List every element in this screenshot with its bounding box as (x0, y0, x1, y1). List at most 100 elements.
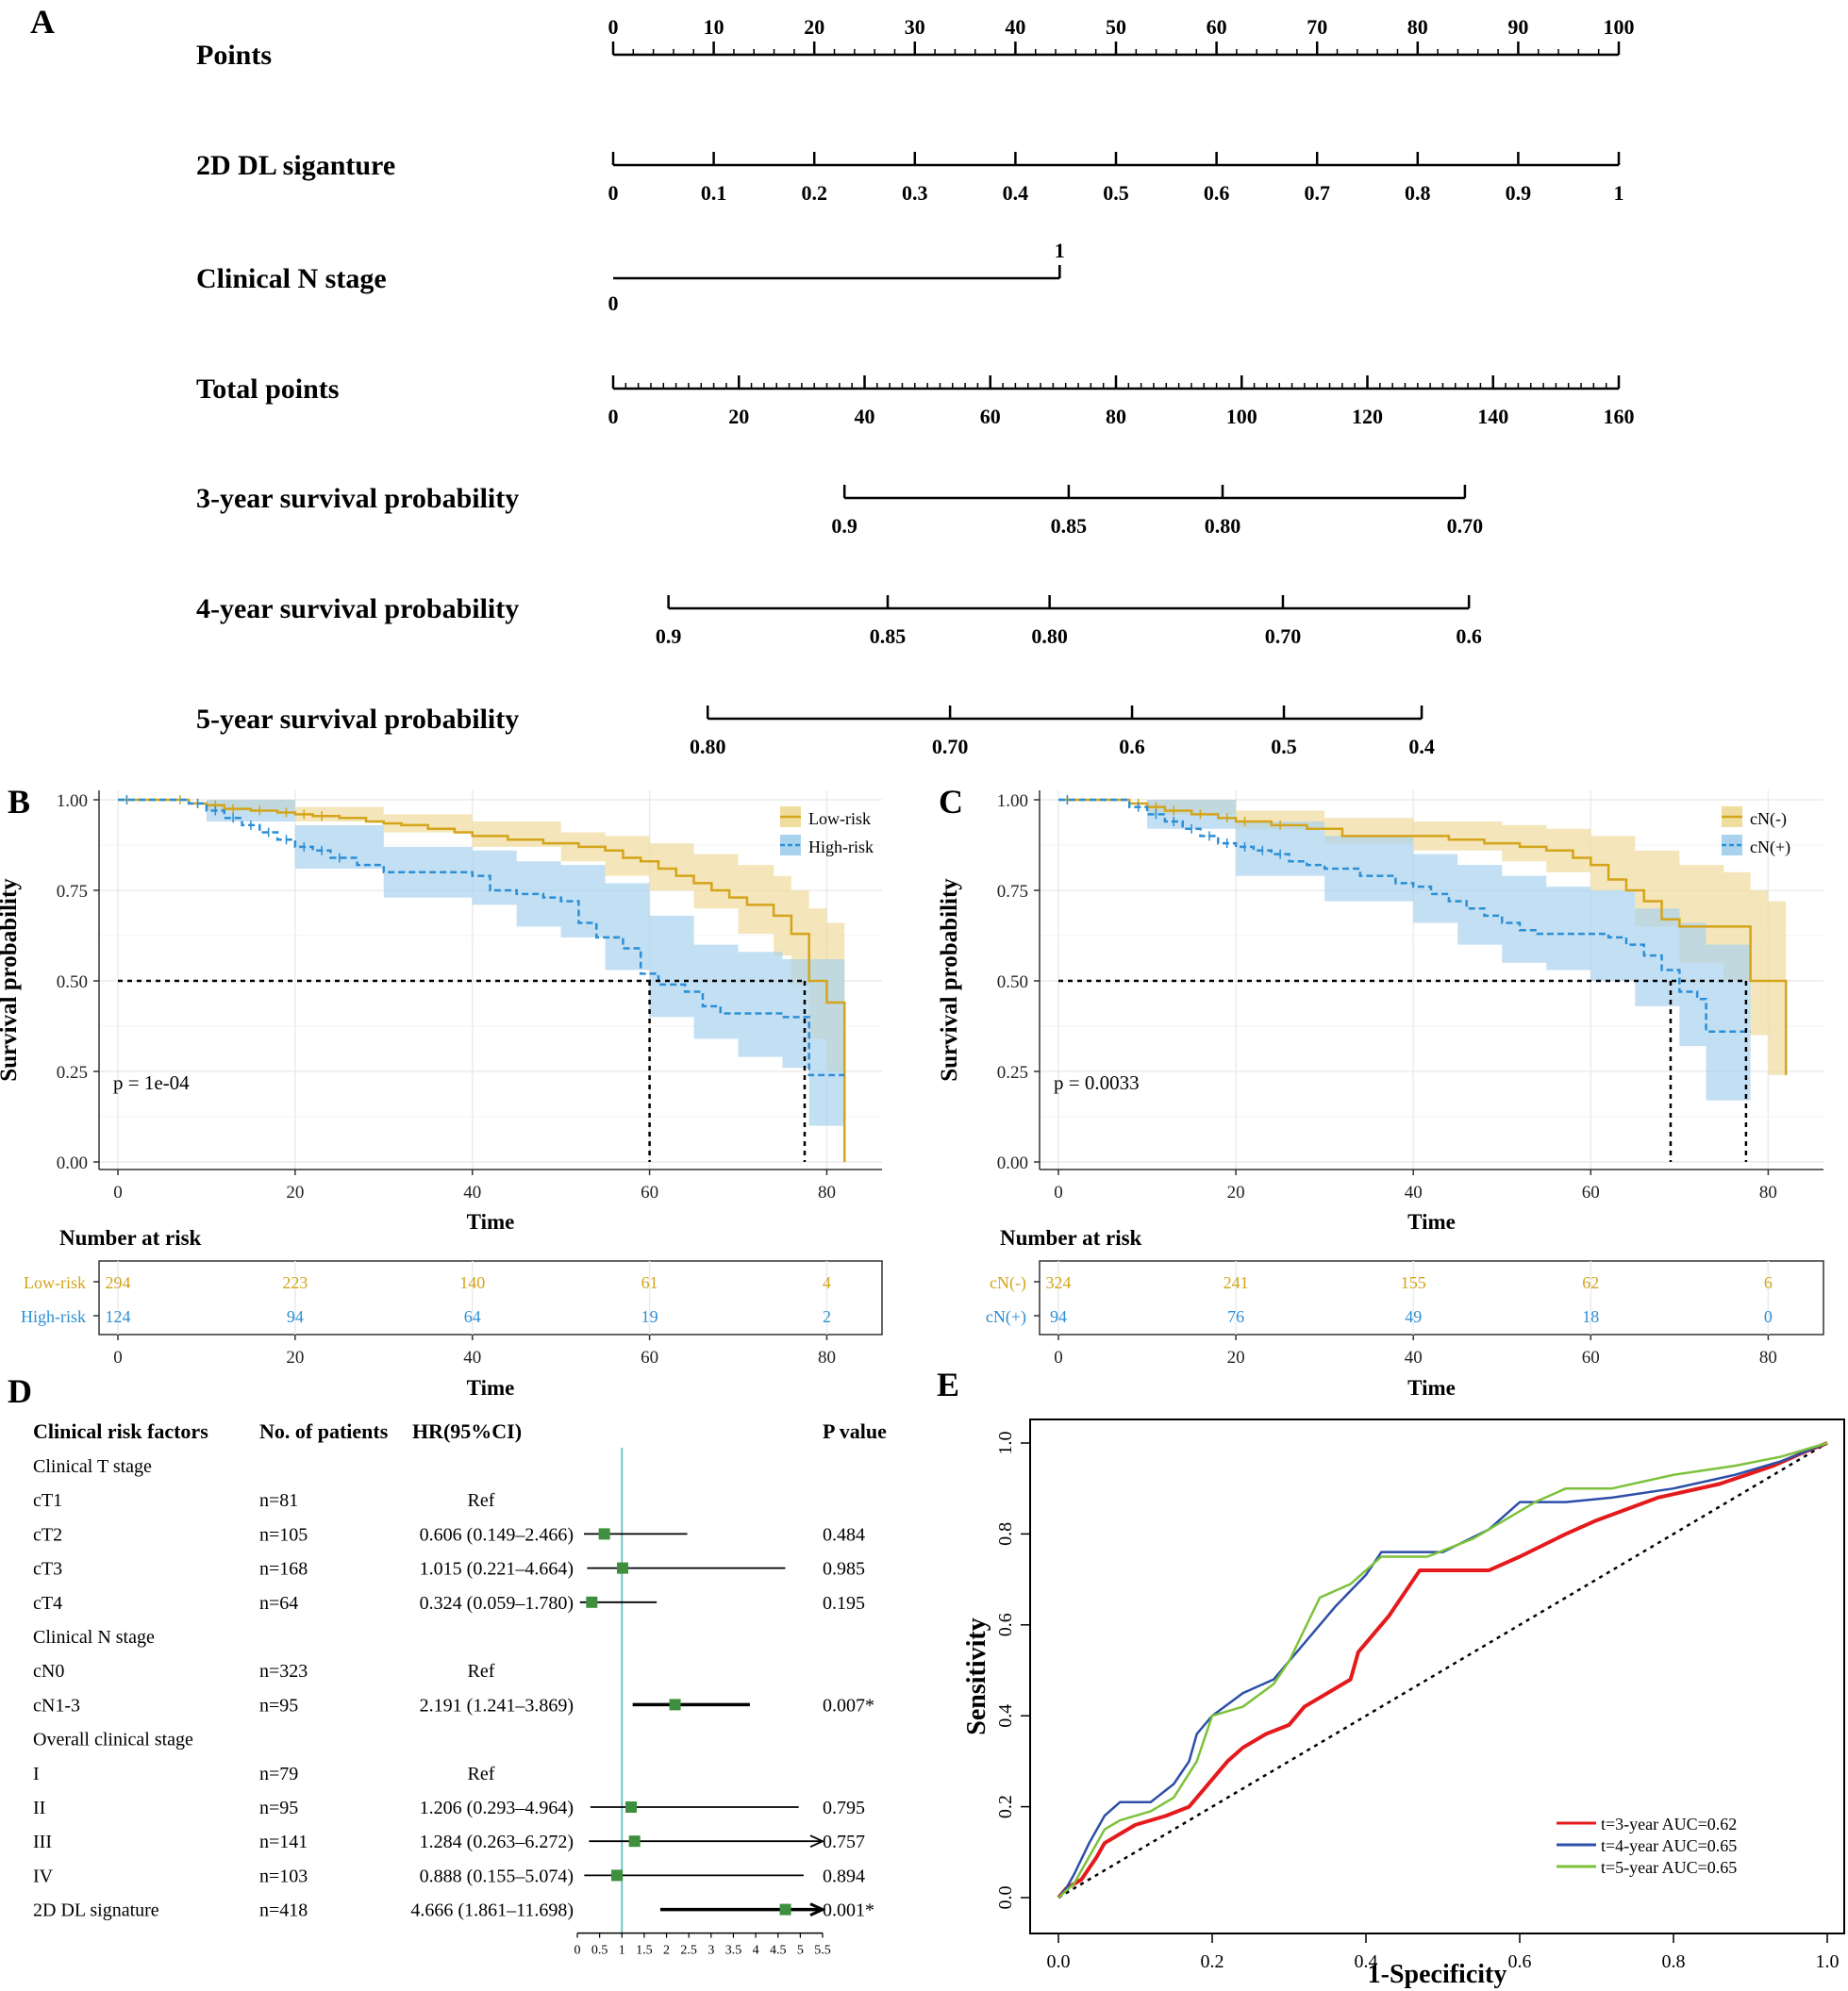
km-curve-cn (1058, 798, 1788, 1075)
km-pvalue: p = 0.0033 (1054, 1071, 1140, 1094)
km-x-tick-label: 40 (1405, 1183, 1423, 1203)
forest-row-hr-text: Ref (468, 1661, 495, 1682)
forest-row-clinical-n-stage: Clinical N stage (33, 1627, 155, 1648)
forest-row-hr-text: 1.284 (0.263–6.272) (420, 1832, 574, 1852)
nomogram-tick-label: 30 (905, 15, 925, 39)
nomogram-tick-label: 80 (1106, 405, 1126, 428)
roc-y-tick-label: 0.0 (995, 1886, 1016, 1910)
risk-table-title: Number at risk (1000, 1226, 1142, 1250)
risk-table-x-tick-label: 20 (286, 1348, 304, 1368)
nomogram-row-clinical-n-stage: Clinical N stage 0 1 (196, 239, 1065, 315)
nomogram-row-total-points: Total points 0 20 40 60 80 100 120 140 160 (196, 373, 1635, 428)
forest-row-ii: II n=95 1.206 (0.293–4.964) 0.795 (33, 1798, 865, 1818)
nomogram-tick-label: 0.70 (1447, 514, 1484, 538)
forest-point-estimate (598, 1528, 610, 1540)
nomogram-tick-label: 0.85 (1051, 514, 1088, 538)
forest-header-factor: Clinical risk factors (33, 1419, 208, 1443)
risk-table-cell: 4 (823, 1273, 831, 1292)
nomogram-tick-label: 0.6 (1456, 624, 1482, 648)
km-plot-risk-panel: 0.000.250.500.751.000 20 40 60 80TimeSurviva… (0, 790, 883, 1400)
km-curve-high-risk (118, 798, 845, 1077)
forest-row-patients: n=168 (259, 1559, 308, 1580)
forest-point-estimate (625, 1801, 638, 1813)
risk-table-cell: 19 (641, 1307, 658, 1326)
forest-row-iii: III n=141 1.284 (0.263–6.272) 0.757 (33, 1832, 865, 1852)
forest-row-2d-dl-signature: 2D DL signature n=418 4.666 (1.861–11.698)… (33, 1900, 874, 1921)
nomogram-tick-label: 60 (1207, 15, 1227, 39)
forest-x-tick-label: 3.5 (725, 1944, 742, 1958)
risk-table-x-tick-label: 0 (113, 1348, 123, 1368)
risk-table-x-tick-label: 80 (818, 1348, 836, 1368)
forest-row-label: I (33, 1764, 40, 1784)
nomogram-tick-label: 0 (608, 181, 619, 205)
nomogram-tick-label: 120 (1352, 405, 1383, 428)
nomogram-tick-label: 0.80 (690, 735, 726, 758)
nomogram-tick-label: 0.9 (656, 624, 682, 648)
nomogram-row-label: 4-year survival probability (196, 593, 519, 624)
nomogram-tick-label: 0.3 (902, 181, 928, 205)
forest-row-label: II (33, 1798, 45, 1818)
forest-row-clinical-t-stage: Clinical T stage (33, 1456, 152, 1477)
km-y-tick-label: 0.25 (997, 1063, 1028, 1083)
forest-row-pvalue: 0.195 (823, 1593, 865, 1614)
km-x-tick-label: 80 (818, 1183, 836, 1203)
km-y-tick-label: 0.25 (57, 1063, 88, 1083)
forest-row-label: Overall clinical stage (33, 1730, 193, 1750)
roc-frame (1029, 1419, 1845, 1934)
forest-row-hr-text: 2.191 (1.241–3.869) (420, 1695, 574, 1716)
nomogram-tick-label: 0.9 (1506, 181, 1532, 205)
forest-row-patients: n=323 (259, 1661, 308, 1682)
forest-x-tick-label: 0.5 (591, 1944, 608, 1958)
forest-point-estimate (628, 1835, 641, 1848)
nomogram-tick-label: 0.70 (932, 735, 969, 758)
risk-table-cell: 2 (823, 1307, 831, 1326)
forest-row-label: III (33, 1832, 52, 1852)
forest-row-iv: IV n=103 0.888 (0.155–5.074) 0.894 (33, 1866, 865, 1886)
nomogram-tick-label: 100 (1226, 405, 1257, 428)
risk-table-cell: 64 (464, 1307, 481, 1326)
forest-row-hr-text: 0.606 (0.149–2.466) (420, 1524, 574, 1545)
roc-x-tick-label: 0.0 (1047, 1951, 1071, 1972)
nomogram-tick-label: 10 (704, 15, 724, 39)
nomogram-tick-label: 0 (608, 15, 619, 39)
forest-row-label: cT1 (33, 1490, 62, 1511)
km-curve-cn (1058, 798, 1751, 1034)
km-legend-label-cn: cN(-) (1750, 809, 1787, 829)
forest-row-label: cN0 (33, 1661, 64, 1682)
forest-x-tick-label: 3 (708, 1944, 714, 1958)
forest-x-tick-label: 1.5 (636, 1944, 653, 1958)
forest-row-patients: n=64 (259, 1593, 298, 1614)
panel-letter-d: D (8, 1372, 32, 1410)
km-ci-band-high-risk (118, 800, 845, 1126)
nomogram-tick-label: 0.6 (1119, 735, 1145, 758)
forest-row-hr-text: 1.015 (0.221–4.664) (420, 1559, 574, 1580)
forest-row-hr-text: Ref (468, 1764, 495, 1784)
forest-row-patients: n=418 (259, 1900, 308, 1921)
km-ci-band-cn (1058, 800, 1751, 1101)
risk-table-row-label: cN(+) (986, 1307, 1026, 1327)
roc-y-tick-label: 0.6 (995, 1613, 1016, 1636)
forest-row-label: cN1-3 (33, 1695, 80, 1716)
forest-row-hr-text: 4.666 (1.861–11.698) (410, 1900, 574, 1921)
km-x-tick-label: 60 (641, 1183, 658, 1203)
forest-row-label: cT3 (33, 1559, 62, 1580)
forest-row-cn0: cN0 n=323 Ref (33, 1661, 495, 1682)
km-x-tick-label: 0 (1054, 1183, 1063, 1203)
forest-row-pvalue: 0.757 (823, 1832, 865, 1852)
km-y-axis-title: Survival probability (0, 878, 22, 1082)
km-legend-label-high-risk: High-risk (808, 838, 874, 856)
km-y-tick-label: 0.75 (997, 882, 1028, 902)
forest-x-tick-label: 4 (753, 1944, 759, 1958)
risk-table-cell: 49 (1405, 1307, 1422, 1326)
nomogram-row-label: 2D DL siganture (196, 150, 395, 181)
nomogram-tick-label: 20 (804, 15, 824, 39)
km-y-tick-label: 0.00 (997, 1153, 1028, 1173)
risk-table-x-tick-label: 0 (1054, 1348, 1063, 1368)
km-y-tick-label: 0.00 (57, 1153, 88, 1173)
roc-x-tick-label: 0.4 (1355, 1951, 1378, 1972)
roc-y-tick-label: 0.2 (995, 1795, 1016, 1818)
risk-table-x-tick-label: 20 (1227, 1348, 1245, 1368)
nomogram-tick-label: 0.5 (1103, 181, 1129, 205)
km-x-tick-label: 20 (1227, 1183, 1245, 1203)
